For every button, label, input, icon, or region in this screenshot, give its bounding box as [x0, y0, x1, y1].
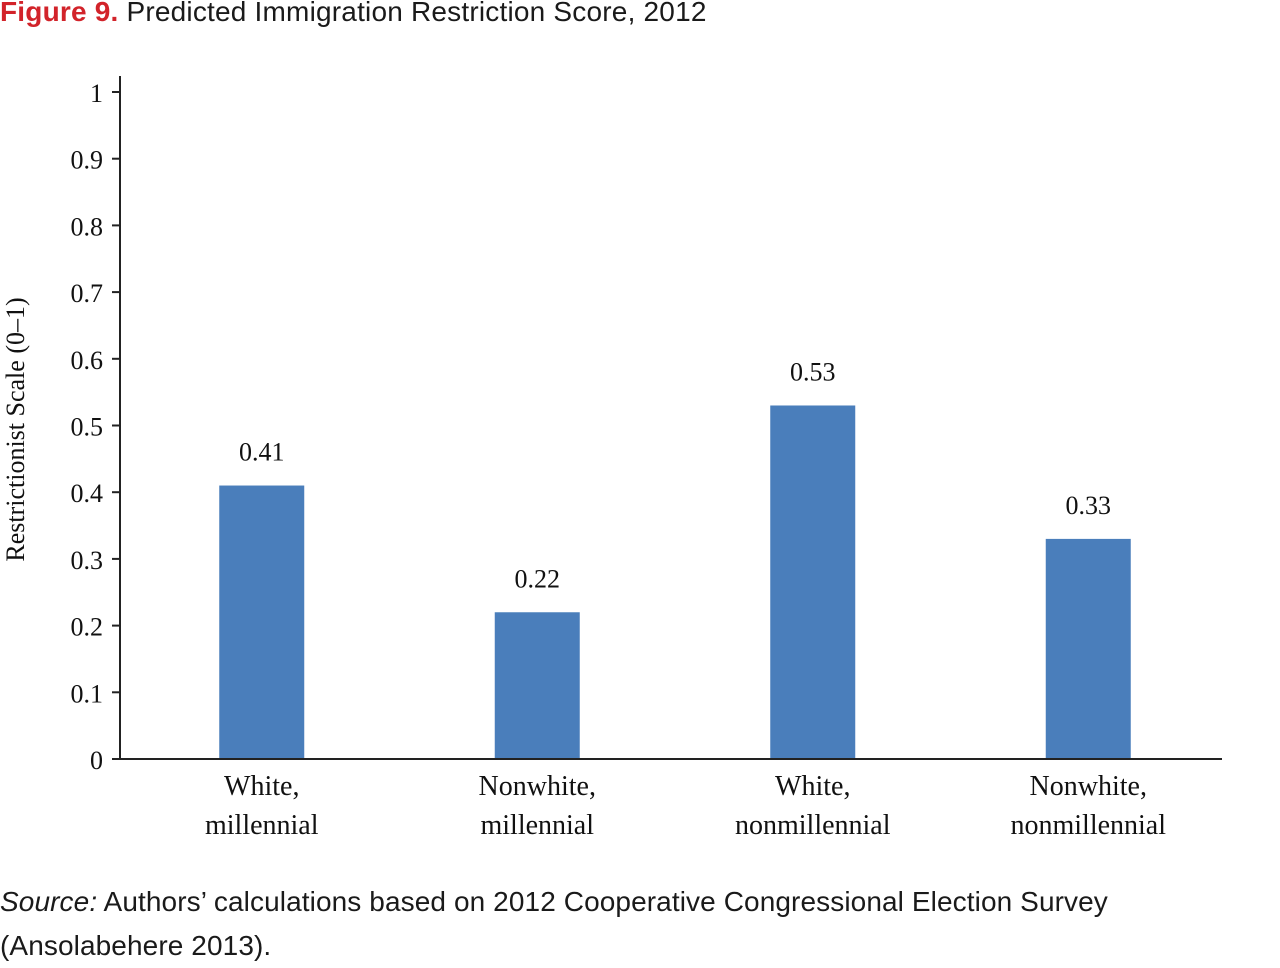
x-category-label: Nonwhite,: [479, 771, 596, 802]
y-tick-label: 0.2: [71, 613, 104, 642]
x-category-label: Nonwhite,: [1030, 771, 1147, 802]
figure-label: Figure 9.: [0, 0, 119, 27]
bars: [219, 405, 1131, 759]
bar: [1045, 538, 1131, 759]
x-category-label: nonmillennial: [1010, 810, 1166, 841]
x-category-label: White,: [775, 771, 850, 802]
y-tick-label: 0.8: [71, 212, 104, 241]
y-tick-label: 0.4: [71, 479, 104, 508]
y-tick-label: 0.5: [71, 413, 104, 442]
y-tick-label: 0.3: [71, 546, 104, 575]
bar: [770, 405, 856, 759]
x-category-label: millennial: [480, 810, 594, 841]
axes: [119, 76, 1222, 760]
source-label: Source:: [0, 886, 98, 917]
y-axis-title: Restrictionist Scale (0–1): [1, 297, 30, 561]
y-tick-label: 0.9: [71, 146, 104, 175]
bar-chart: Restrictionist Scale (0–1) 0 0.1 0.2 0.3 0.4…: [1, 76, 1222, 841]
data-label: 0.53: [790, 357, 836, 386]
data-label: 0.22: [515, 564, 561, 593]
y-tick-label: 0.1: [71, 679, 104, 708]
x-category-label: White,: [224, 771, 299, 802]
y-axis-title-group: Restrictionist Scale (0–1): [1, 297, 30, 561]
y-axis-ticks: 0 0.1 0.2 0.3 0.4 0.5 0.6 0.7 0.8 0.9 1: [71, 79, 120, 775]
source-note: Source: Authors’ calculations based on 2…: [0, 880, 1280, 968]
bar: [219, 485, 305, 759]
figure-title: Figure 9. Predicted Immigration Restrict…: [0, 0, 707, 28]
bar: [494, 612, 580, 759]
category-labels: White, millennial Nonwhite, millennial White…: [205, 771, 1166, 841]
x-category-label: nonmillennial: [735, 810, 891, 841]
y-tick-label: 1: [90, 79, 103, 108]
figure-title-text: Predicted Immigration Restriction Score,…: [126, 0, 707, 27]
y-tick-label: 0: [90, 746, 103, 775]
data-labels: 0.41 0.22 0.53 0.33: [239, 357, 1111, 593]
data-label: 0.33: [1066, 491, 1112, 520]
x-category-label: millennial: [205, 810, 319, 841]
source-text: Authors’ calculations based on 2012 Coop…: [0, 886, 1108, 961]
y-tick-label: 0.6: [71, 346, 104, 375]
y-tick-label: 0.7: [71, 279, 104, 308]
data-label: 0.41: [239, 438, 285, 467]
